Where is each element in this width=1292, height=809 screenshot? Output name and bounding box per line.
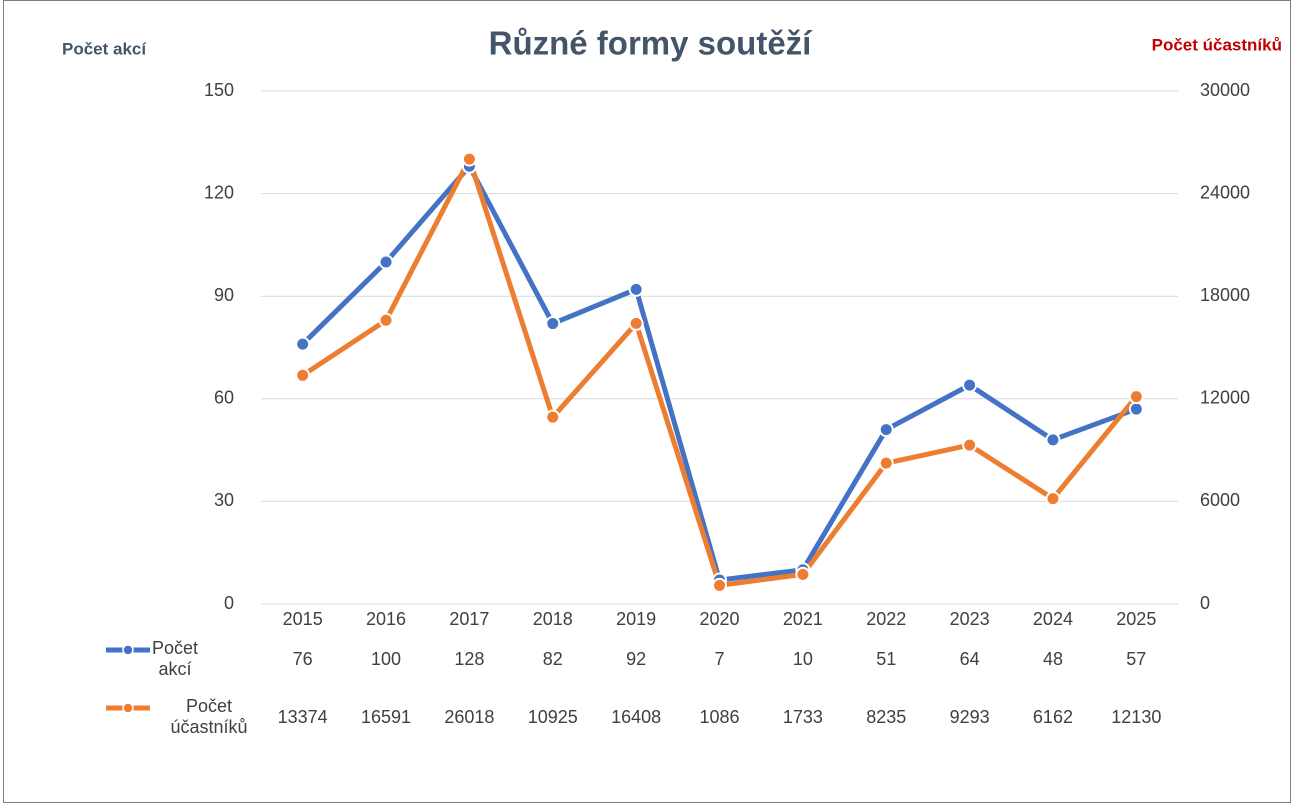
- table-value: 12130: [1111, 707, 1161, 727]
- legend-marker: [123, 645, 133, 655]
- table-value: 128: [454, 649, 484, 669]
- chart-container: Různé formy soutěží Počet akcí Počet úča…: [0, 0, 1292, 809]
- marker: [1130, 403, 1143, 416]
- x-tick-label: 2023: [950, 609, 990, 629]
- marker: [963, 439, 976, 452]
- series-line: [303, 159, 1137, 585]
- y-tick-label: 90: [214, 285, 234, 305]
- y-tick-label: 120: [204, 182, 234, 202]
- x-tick-label: 2022: [866, 609, 906, 629]
- table-value: 1086: [699, 707, 739, 727]
- table-value: 10925: [528, 707, 578, 727]
- marker: [463, 153, 476, 166]
- x-tick-label: 2017: [449, 609, 489, 629]
- table-value: 92: [626, 649, 646, 669]
- marker: [630, 283, 643, 296]
- table-value: 51: [876, 649, 896, 669]
- table-value: 26018: [444, 707, 494, 727]
- y2-axis-title: Počet účastníků: [1152, 35, 1282, 54]
- marker: [546, 317, 559, 330]
- y-tick-label: 0: [224, 593, 234, 613]
- table-value: 9293: [950, 707, 990, 727]
- x-tick-label: 2025: [1116, 609, 1156, 629]
- legend-marker: [123, 703, 133, 713]
- chart: Různé formy soutěží Počet akcí Počet úča…: [0, 0, 1292, 809]
- table-value: 16408: [611, 707, 661, 727]
- table-value: 57: [1126, 649, 1146, 669]
- x-tick-label: 2020: [699, 609, 739, 629]
- legend-label: Počet účastníků: [159, 696, 259, 738]
- table-value: 64: [960, 649, 980, 669]
- y-tick-label: 30: [214, 490, 234, 510]
- marker: [1046, 433, 1059, 446]
- y2-tick-label: 6000: [1200, 490, 1240, 510]
- y2-tick-label: 0: [1200, 593, 1210, 613]
- marker: [796, 568, 809, 581]
- x-tick-label: 2021: [783, 609, 823, 629]
- chart-title: Různé formy soutěží: [489, 25, 814, 62]
- x-tick-label: 2015: [283, 609, 323, 629]
- series-line: [303, 166, 1137, 580]
- marker: [630, 317, 643, 330]
- marker: [380, 256, 393, 269]
- marker: [880, 423, 893, 436]
- marker: [1130, 390, 1143, 403]
- marker: [546, 411, 559, 424]
- table-value: 48: [1043, 649, 1063, 669]
- table-value: 13374: [278, 707, 328, 727]
- y2-tick-label: 18000: [1200, 285, 1250, 305]
- x-tick-label: 2016: [366, 609, 406, 629]
- table-value: 8235: [866, 707, 906, 727]
- table-value: 1733: [783, 707, 823, 727]
- marker: [713, 579, 726, 592]
- y2-tick-label: 30000: [1200, 80, 1250, 100]
- y-tick-label: 60: [214, 388, 234, 408]
- marker: [963, 379, 976, 392]
- frame: [4, 1, 1291, 803]
- y-tick-label: 150: [204, 80, 234, 100]
- x-tick-label: 2018: [533, 609, 573, 629]
- table-value: 100: [371, 649, 401, 669]
- x-tick-label: 2019: [616, 609, 656, 629]
- table-value: 6162: [1033, 707, 1073, 727]
- marker: [1046, 492, 1059, 505]
- table-value: 16591: [361, 707, 411, 727]
- marker: [296, 369, 309, 382]
- table-value: 76: [293, 649, 313, 669]
- table-value: 82: [543, 649, 563, 669]
- marker: [380, 314, 393, 327]
- marker: [880, 457, 893, 470]
- y2-tick-label: 24000: [1200, 182, 1250, 202]
- legend-label: Počet akcí: [135, 638, 215, 680]
- marker: [296, 338, 309, 351]
- x-tick-label: 2024: [1033, 609, 1073, 629]
- y2-tick-label: 12000: [1200, 388, 1250, 408]
- table-value: 10: [793, 649, 813, 669]
- table-value: 7: [714, 649, 724, 669]
- y-axis-title: Počet akcí: [62, 39, 147, 58]
